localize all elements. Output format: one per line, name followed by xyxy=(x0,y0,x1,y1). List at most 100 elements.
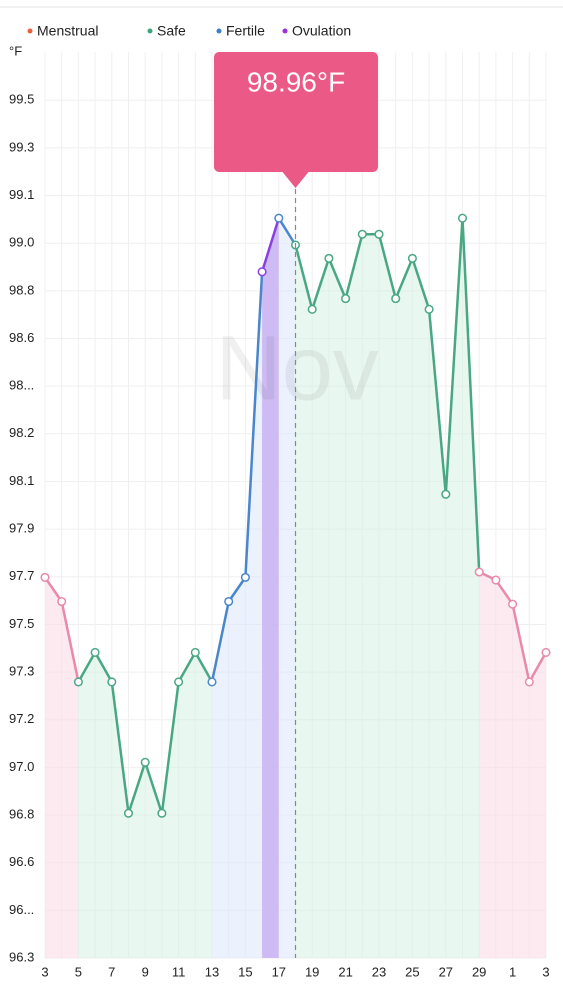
area-band xyxy=(78,652,96,958)
x-tick-label: 29 xyxy=(472,964,486,979)
x-tick-label: 13 xyxy=(205,964,219,979)
data-point xyxy=(424,304,434,314)
data-point xyxy=(57,596,67,607)
line-segment xyxy=(127,761,147,815)
data-point xyxy=(90,647,100,657)
area-band xyxy=(161,681,179,958)
y-tick-label: 98.6 xyxy=(9,330,34,345)
line-segment xyxy=(194,651,214,684)
area-band xyxy=(445,218,463,959)
data-point xyxy=(274,213,284,223)
line-segment xyxy=(327,257,347,300)
data-point xyxy=(207,677,217,687)
area-band xyxy=(295,244,313,958)
tooltip-box xyxy=(214,52,378,188)
x-tick-label: 21 xyxy=(338,964,352,979)
y-tick-label: 99.3 xyxy=(9,139,34,154)
x-tick-label: 9 xyxy=(142,964,149,979)
area-band xyxy=(262,218,279,959)
x-tick-label: 25 xyxy=(405,964,419,979)
line-segment xyxy=(60,600,80,684)
x-tick-label: 1 xyxy=(509,964,516,979)
legend-dot xyxy=(147,28,153,34)
line-segment xyxy=(377,233,397,300)
data-point xyxy=(441,489,451,499)
data-point xyxy=(224,596,234,607)
data-point xyxy=(73,677,83,687)
area-band xyxy=(379,234,396,958)
line-segment xyxy=(394,257,414,300)
y-tick-label: 96.8 xyxy=(9,806,34,821)
line-segment xyxy=(344,233,364,300)
area-band xyxy=(529,652,546,958)
area-band xyxy=(128,762,146,958)
data-point xyxy=(123,808,134,818)
data-point xyxy=(140,757,150,767)
data-point xyxy=(508,599,518,609)
data-point xyxy=(357,229,367,239)
x-tick-label: 15 xyxy=(238,964,252,979)
data-point xyxy=(407,253,417,263)
area-band xyxy=(328,258,346,958)
data-point xyxy=(157,808,167,818)
data-point xyxy=(307,304,317,314)
area-band xyxy=(228,577,246,958)
data-point xyxy=(257,267,267,277)
y-tick-label: 97.7 xyxy=(9,568,34,583)
line-segment xyxy=(444,216,464,496)
x-tick-label: 19 xyxy=(305,964,319,979)
area-band xyxy=(111,681,129,958)
data-point xyxy=(457,213,468,223)
y-tick-label: 97.9 xyxy=(9,521,34,536)
area-band xyxy=(178,652,196,958)
data-point xyxy=(541,647,551,657)
legend-dot xyxy=(27,28,33,34)
y-tick-label: 98.2 xyxy=(9,425,34,440)
legend-label: Ovulation xyxy=(292,23,351,39)
line-segment xyxy=(77,651,97,684)
area-band xyxy=(512,604,530,958)
area-band xyxy=(412,258,430,958)
line-segment xyxy=(177,651,197,684)
y-tick-label: 99.1 xyxy=(9,187,34,202)
x-tick-label: 3 xyxy=(41,964,48,979)
line-segment xyxy=(310,257,331,311)
line-segment xyxy=(244,270,264,579)
watermark: Nov xyxy=(215,317,379,419)
y-tick-label: 97.3 xyxy=(9,664,34,679)
legend-label: Menstrual xyxy=(37,23,98,39)
y-tick-label: 97.5 xyxy=(9,616,34,631)
data-point xyxy=(474,567,484,577)
x-tick-label: 11 xyxy=(172,964,186,979)
area-band xyxy=(495,580,513,958)
line-segment xyxy=(110,680,130,815)
line-segment xyxy=(427,308,448,496)
tooltip-label: 98.96°F xyxy=(247,66,345,97)
area-band xyxy=(195,652,212,958)
y-tick-label: 99.5 xyxy=(9,92,34,107)
x-tick-label: 27 xyxy=(439,964,453,979)
x-tick-label: 3 xyxy=(542,964,549,979)
area-band xyxy=(462,218,480,959)
y-axis-label: °F xyxy=(9,43,22,58)
line-segment xyxy=(528,651,548,684)
legend-label: Fertile xyxy=(226,23,265,39)
data-point xyxy=(107,677,117,687)
x-tick-label: 23 xyxy=(372,964,386,979)
data-point xyxy=(240,572,250,582)
line-segment xyxy=(511,602,531,684)
line-segment xyxy=(210,600,230,684)
y-tick-label: 98.1 xyxy=(9,473,34,488)
area-band xyxy=(429,309,446,958)
area-band xyxy=(479,572,496,958)
data-point xyxy=(174,677,184,687)
area-band xyxy=(212,601,229,958)
area-band xyxy=(61,601,79,958)
line-segment xyxy=(160,680,180,815)
line-segment xyxy=(294,243,314,311)
line-segment xyxy=(411,257,431,311)
line-segment xyxy=(494,578,514,606)
y-tick-label: 96... xyxy=(9,902,34,917)
data-point xyxy=(491,575,501,585)
y-tick-label: 98... xyxy=(9,378,34,393)
